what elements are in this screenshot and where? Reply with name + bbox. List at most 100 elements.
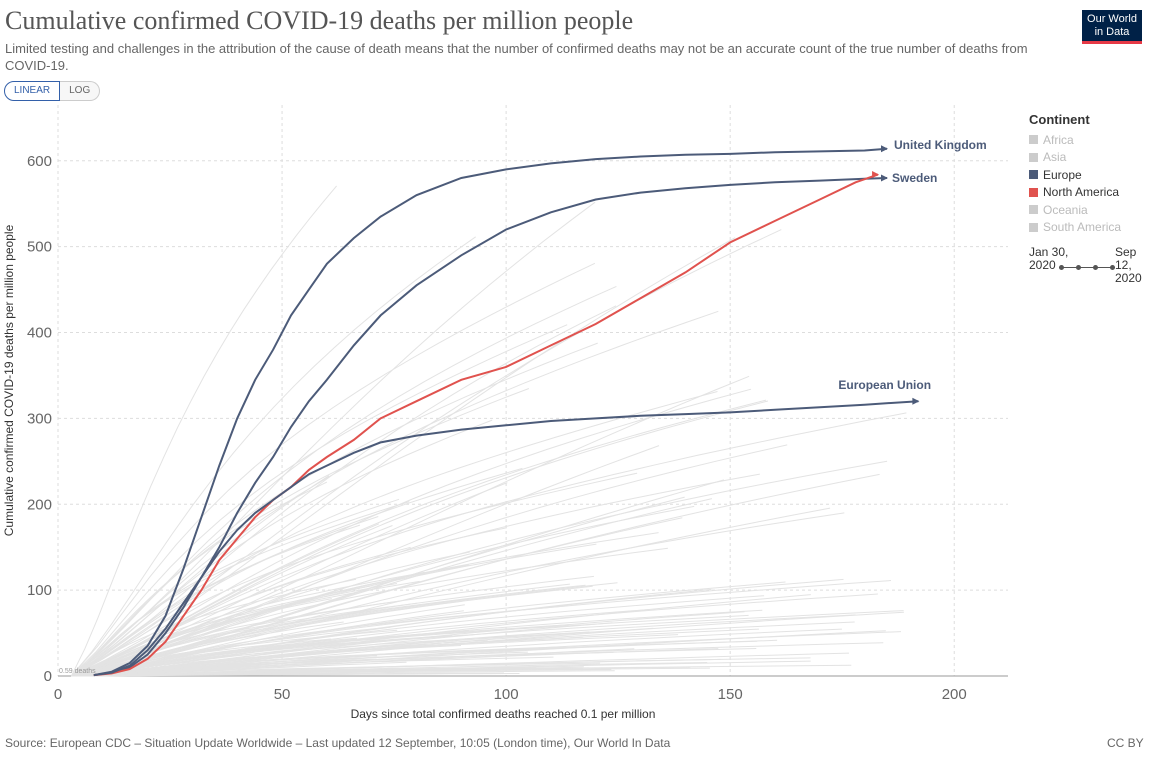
background-country-line: [71, 673, 520, 677]
background-country-line: [71, 412, 907, 677]
background-country-line: [71, 512, 845, 677]
timeline[interactable]: Jan 30, 2020 Sep 12, 2020: [1029, 246, 1149, 294]
background-country-line: [71, 628, 759, 677]
x-tick-label: 0: [54, 686, 62, 703]
series-label: Sweden: [892, 171, 937, 185]
logo-line-2: in Data: [1094, 26, 1130, 38]
background-country-line: [71, 481, 328, 677]
series-end-arrow: [912, 397, 920, 405]
background-country-line: [71, 655, 378, 677]
background-country-line: [71, 664, 852, 677]
background-country-line: [71, 482, 508, 677]
scale-toggle[interactable]: LINEAR LOG: [4, 81, 101, 101]
background-country-line: [71, 473, 880, 677]
series-end-arrow: [872, 171, 880, 179]
background-country-line: [71, 375, 750, 677]
legend-item-europe[interactable]: Europe: [1029, 166, 1121, 184]
timeline-start: Jan 30, 2020: [1029, 245, 1069, 272]
x-tick-label: 200: [942, 686, 967, 703]
background-country-line: [71, 236, 476, 677]
background-country-line: [71, 584, 586, 677]
background-country-line: [71, 419, 493, 677]
background-country-line: [71, 391, 718, 677]
legend-swatch: [1029, 205, 1038, 215]
background-country-line: [71, 460, 888, 677]
legend-label: Oceania: [1043, 202, 1088, 217]
background-country-line: [71, 614, 749, 677]
background-country-line: [71, 472, 638, 677]
background-country-line: [71, 479, 725, 677]
series-end-arrow: [881, 174, 889, 182]
series-line-european-union: [93, 400, 919, 677]
timeline-handle-end[interactable]: [1110, 265, 1115, 270]
y-tick-label: 100: [27, 582, 52, 599]
license-link[interactable]: CC BY: [1107, 736, 1144, 750]
series-label: United Kingdom: [894, 138, 987, 152]
legend-swatch: [1029, 152, 1038, 162]
y-tick-label: 200: [27, 496, 52, 513]
timeline-tick: [1093, 265, 1098, 270]
legend-item-north-america[interactable]: North America: [1029, 184, 1121, 202]
background-country-line: [71, 399, 767, 677]
background-country-line: [71, 473, 760, 677]
background-country-line: [71, 262, 596, 677]
legend-label: South America: [1043, 220, 1122, 235]
y-tick-label: 300: [27, 410, 52, 427]
legend-item-south-america[interactable]: South America: [1029, 219, 1121, 237]
background-country-line: [71, 593, 878, 677]
y-tick-label: 400: [27, 325, 52, 342]
background-country-line: [71, 578, 844, 677]
series-line-sweden: [93, 177, 888, 677]
chart-subtitle: Limited testing and challenges in the at…: [5, 41, 1028, 73]
y-tick-label: 500: [27, 239, 52, 256]
legend-label: Asia: [1043, 150, 1067, 165]
background-country-line: [71, 610, 904, 677]
background-country-line: [71, 657, 811, 677]
legend-swatch: [1029, 170, 1038, 180]
background-country-line: [71, 651, 528, 677]
chart-title: Cumulative confirmed COVID-19 deaths per…: [5, 6, 634, 35]
background-country-line: [71, 400, 769, 677]
legend-item-asia[interactable]: Asia: [1029, 149, 1121, 167]
y-tick-label: 600: [27, 153, 52, 170]
background-country-line: [71, 524, 361, 677]
background-country-line: [70, 185, 337, 677]
timeline-end: Sep 12, 2020: [1115, 245, 1142, 285]
timeline-track[interactable]: [1059, 265, 1115, 270]
background-country-line: [71, 445, 660, 677]
background-country-line: [71, 639, 488, 677]
background-country-line: [71, 201, 596, 677]
timeline-handle-start[interactable]: [1059, 265, 1064, 270]
background-country-line: [71, 229, 782, 677]
background-country-line: [71, 551, 470, 677]
background-country-line: [71, 651, 614, 677]
series-end-arrow: [881, 145, 889, 153]
background-country-line: [71, 505, 695, 677]
background-country-line: [71, 507, 831, 677]
owid-logo[interactable]: Our World in Data: [1082, 10, 1142, 44]
background-country-line: [71, 305, 617, 677]
legend-title: Continent: [1029, 112, 1090, 127]
series-line-united-kingdom: [93, 147, 888, 677]
legend-swatch: [1029, 135, 1038, 145]
series-line-north-america: [93, 173, 879, 677]
continent-legend: Continent Africa Asia Europe North America O…: [1029, 112, 1121, 236]
y-tick-label: 0: [44, 668, 52, 685]
background-country-line: [71, 285, 617, 677]
background-country-line: [71, 467, 523, 677]
legend-item-africa[interactable]: Africa: [1029, 131, 1121, 149]
background-country-line: [71, 581, 786, 677]
legend-swatch: [1029, 187, 1038, 197]
source-note: Source: European CDC – Situation Update …: [5, 736, 671, 750]
legend-swatch: [1029, 222, 1038, 232]
series-label: European Union: [838, 378, 931, 392]
x-axis-label: Days since total confirmed deaths reache…: [351, 707, 656, 721]
y-axis-label: Cumulative confirmed COVID-19 deaths per…: [2, 224, 16, 536]
log-scale-button[interactable]: LOG: [60, 81, 101, 101]
line-chart[interactable]: 0 100 200 300 400 500 600 0 50 100 150 200 Days sinc…: [0, 100, 1020, 730]
linear-scale-button[interactable]: LINEAR: [4, 81, 61, 101]
background-country-line: [71, 310, 719, 677]
legend-label: Europe: [1043, 167, 1082, 182]
legend-item-oceania[interactable]: Oceania: [1029, 201, 1121, 219]
x-tick-label: 150: [718, 686, 743, 703]
